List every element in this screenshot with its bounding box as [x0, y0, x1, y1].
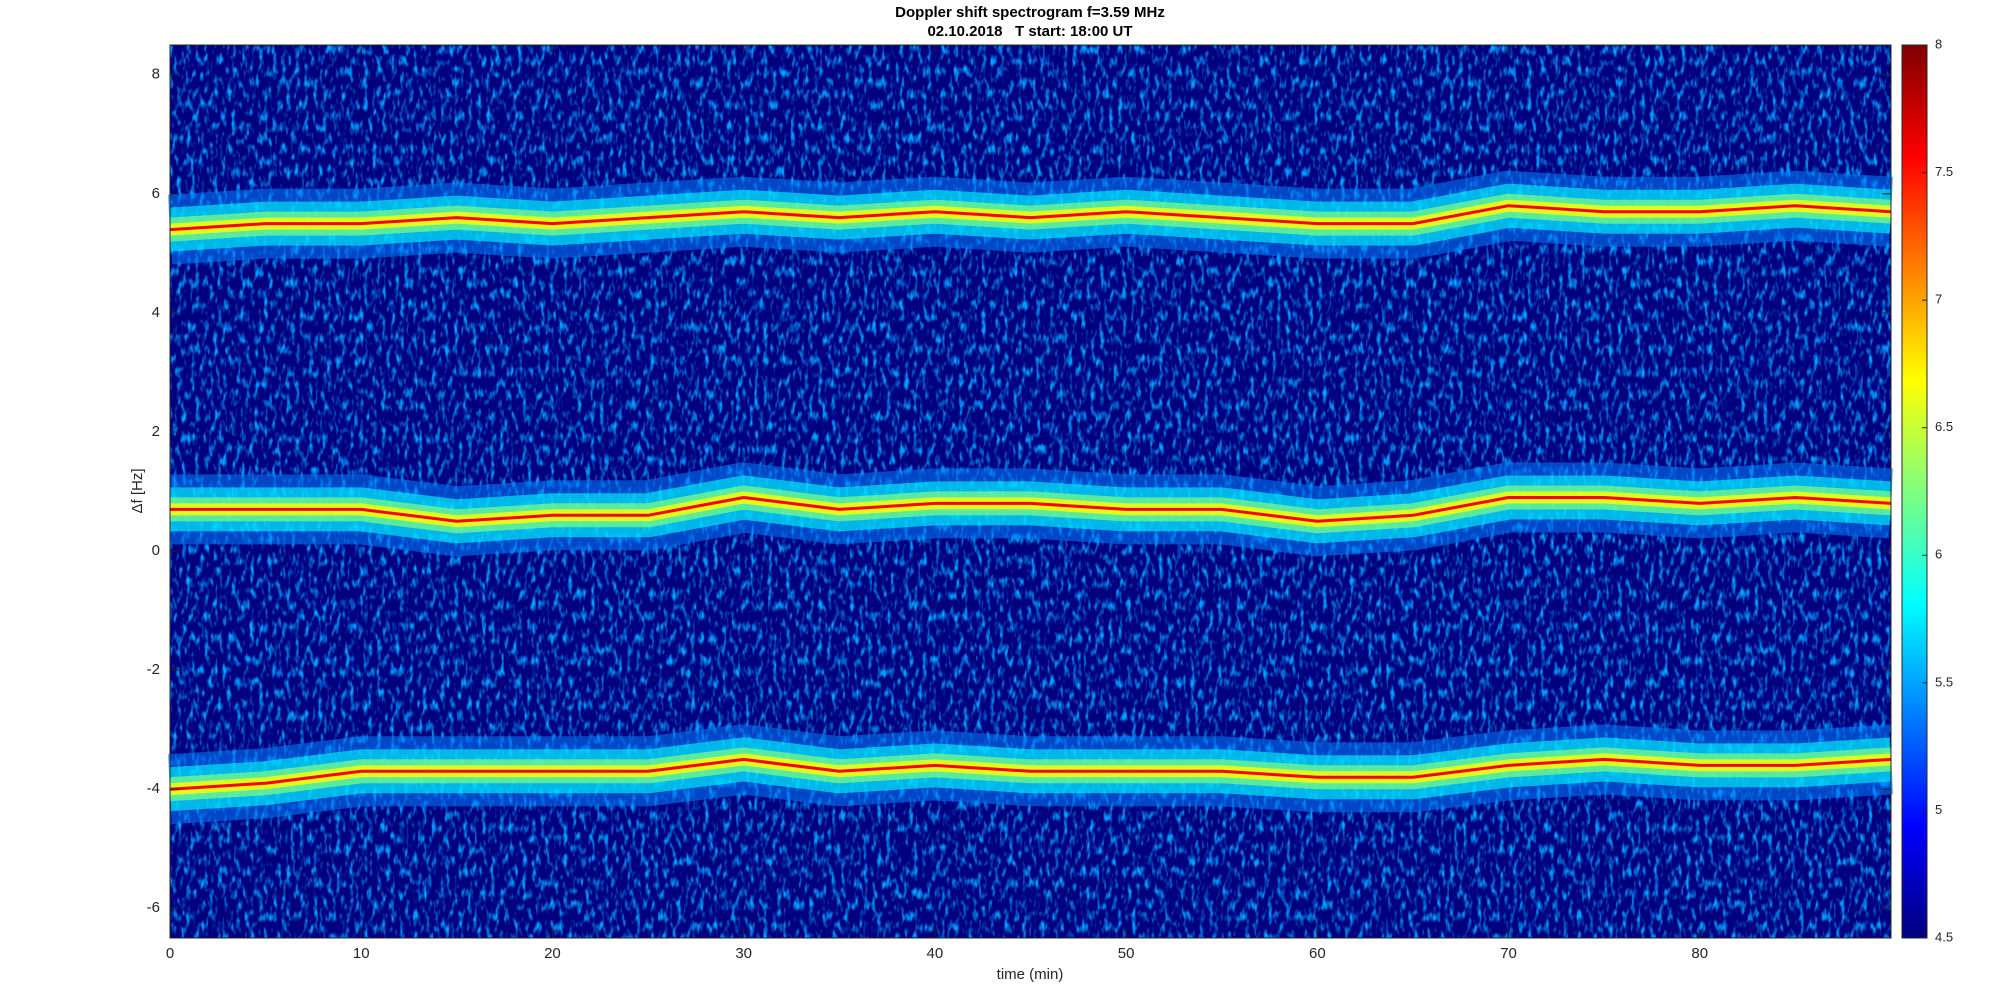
x-tick-label: 80 [1691, 945, 1708, 962]
x-tick-label: 60 [1309, 945, 1326, 962]
y-tick-label: 0 [152, 542, 160, 559]
y-tick-label: 6 [152, 185, 160, 202]
y-tick-label: 4 [152, 304, 160, 321]
band-line [169, 757, 1892, 791]
x-tick-label: 10 [353, 945, 370, 962]
x-tick-label: 30 [735, 945, 752, 962]
plot-frame [169, 44, 1892, 939]
x-tick-label: 40 [927, 945, 944, 962]
y-tick-label: 8 [152, 66, 160, 83]
colorbar-tick-label: 5.5 [1935, 674, 1953, 689]
colorbar-tick-label: 6 [1935, 547, 1942, 562]
x-tick-label: 0 [166, 945, 174, 962]
x-tick-label: 70 [1500, 945, 1517, 962]
y-tick-label: 2 [152, 423, 160, 440]
colorbar-tick-label: 7 [1935, 292, 1942, 307]
y-tick-label: -6 [147, 899, 160, 916]
x-tick-label: 50 [1118, 945, 1135, 962]
chart-subtitle: 02.10.2018 T start: 18:00 UT [927, 23, 1132, 40]
x-tick-label: 20 [544, 945, 561, 962]
chart-title: Doppler shift spectrogram f=3.59 MHz [895, 4, 1165, 21]
colorbar [1901, 44, 1928, 939]
colorbar-tick-label: 7.5 [1935, 164, 1953, 179]
band-line [169, 204, 1892, 232]
colorbar-tick-label: 5 [1935, 802, 1942, 817]
x-axis-label: time (min) [997, 966, 1064, 983]
colorbar-tick-label: 8 [1935, 36, 1942, 51]
y-tick-label: -2 [147, 661, 160, 678]
y-axis-label: Δf [Hz] [129, 468, 146, 513]
colorbar-tick-label: 6.5 [1935, 419, 1953, 434]
band-line [170, 496, 1892, 523]
y-tick-label: -4 [147, 780, 160, 797]
colorbar-tick-label: 4.5 [1935, 929, 1953, 944]
